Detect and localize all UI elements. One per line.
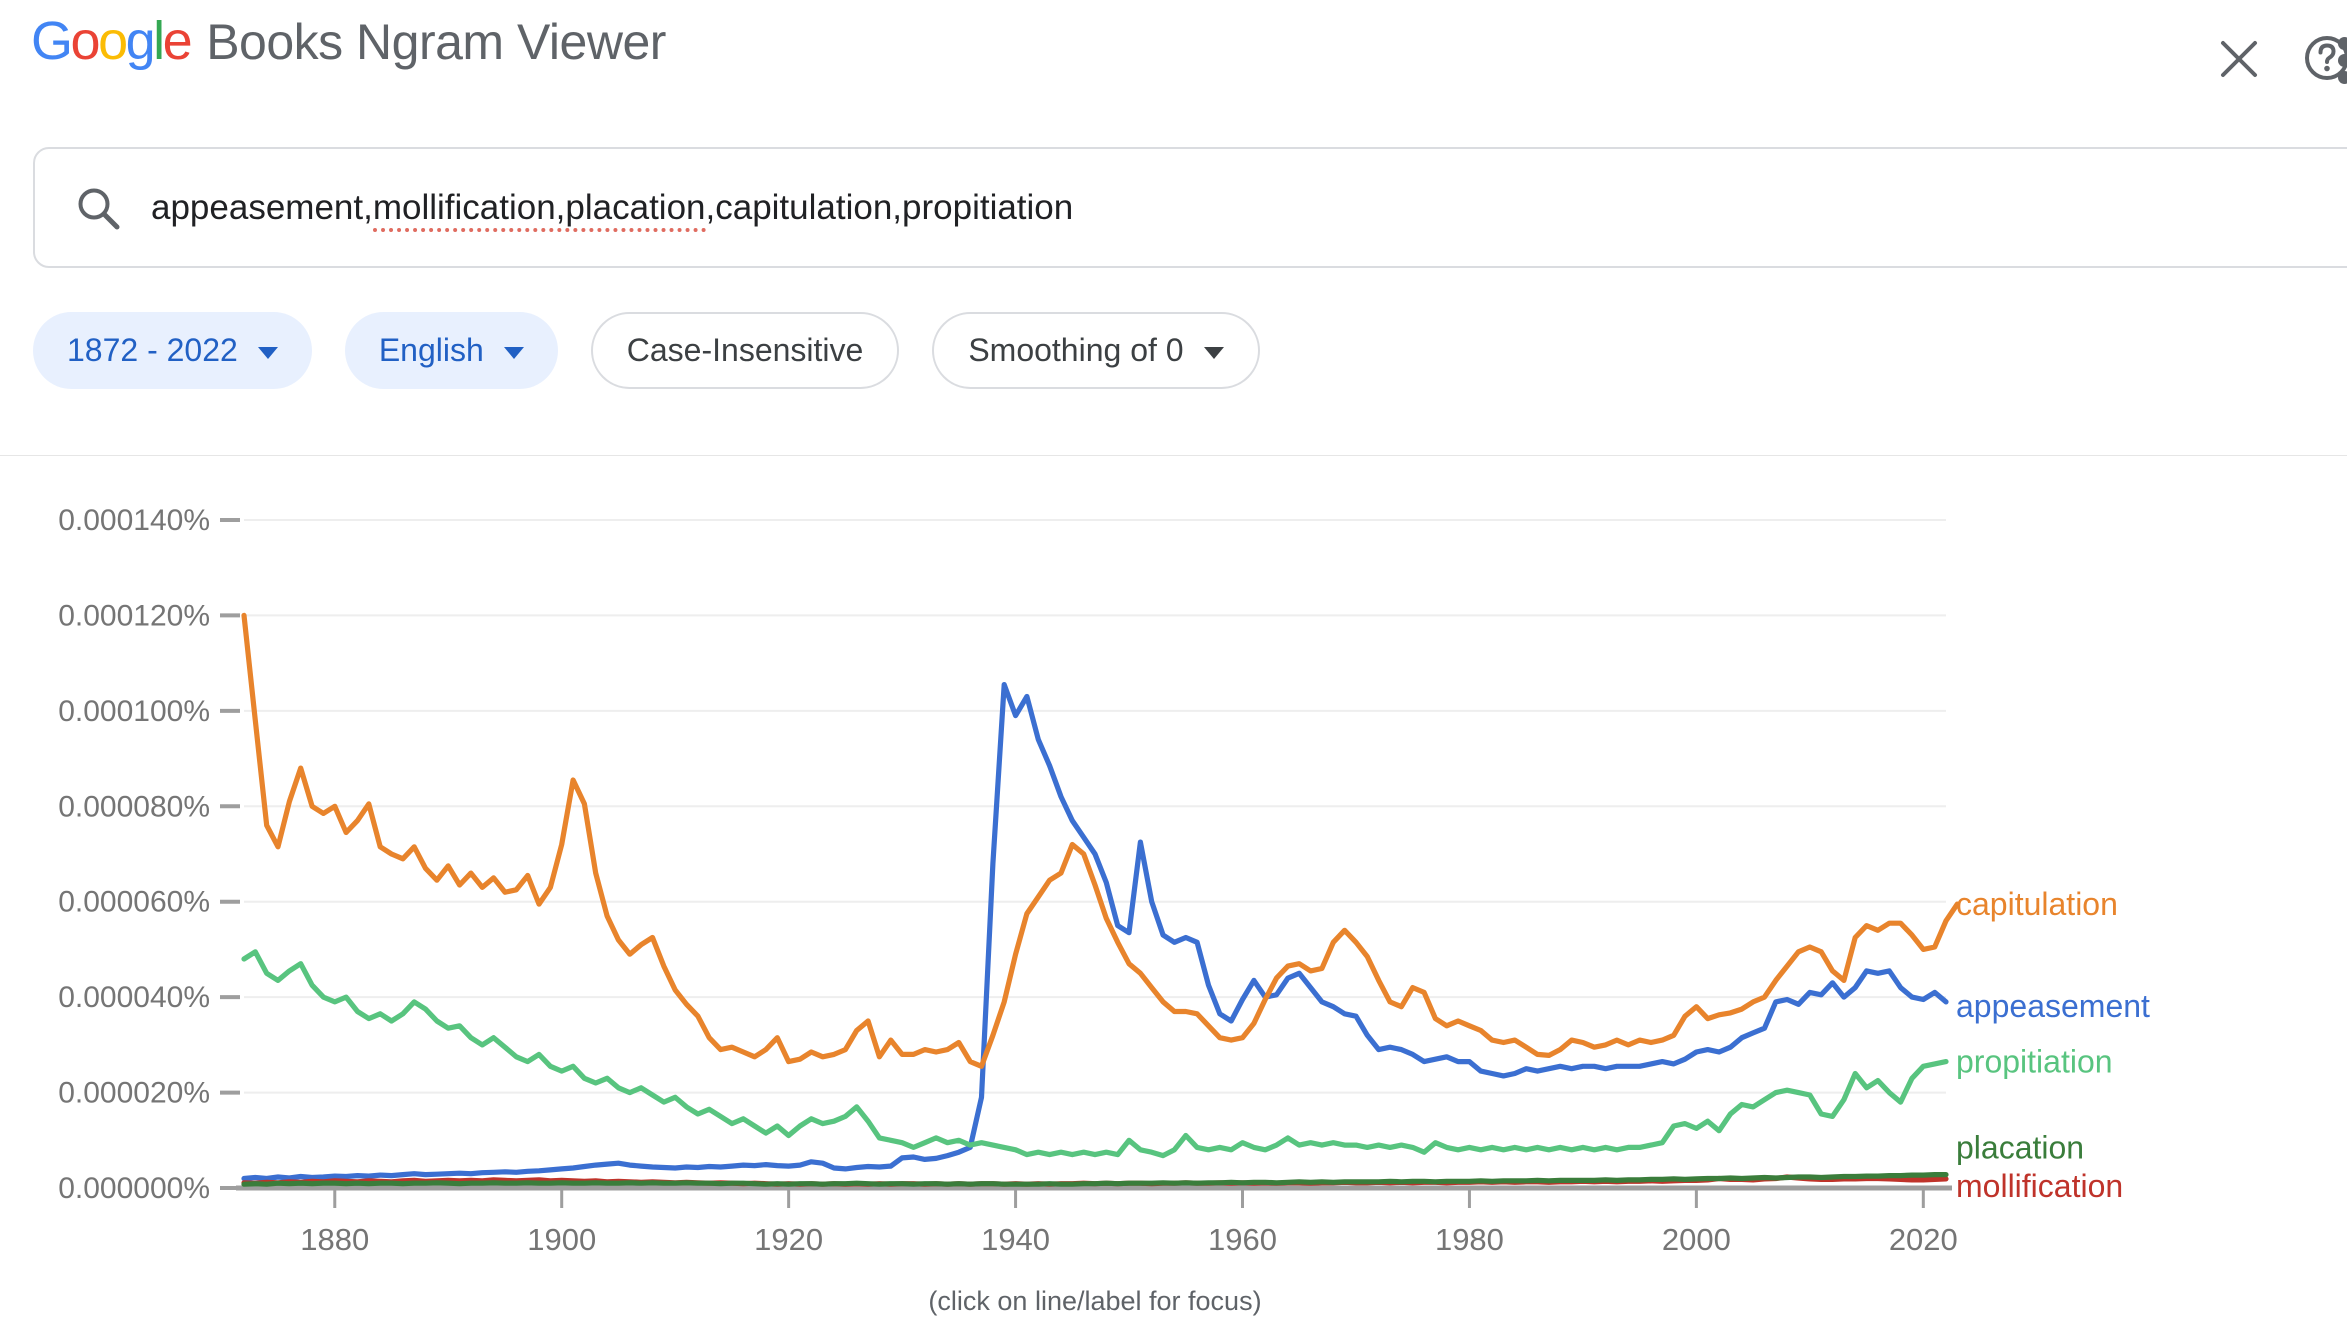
x-tick-label-1980: 1980: [1435, 1222, 1504, 1257]
y-tick-label: 0.000060%: [58, 886, 210, 919]
chevron-down-icon: [257, 346, 278, 359]
logo-letter: e: [162, 11, 193, 71]
series-line-appeasement[interactable]: [241, 682, 1949, 1182]
year-range-chip[interactable]: 1872 - 2022: [33, 312, 312, 389]
logo-letter: G: [31, 11, 73, 71]
chart-caption: (click on line/label for focus): [928, 1286, 1262, 1316]
series-label-capitulation[interactable]: capitulation: [1956, 886, 2118, 922]
chevron-down-icon: [1203, 346, 1224, 359]
query-text: appeasement,: [151, 187, 373, 227]
x-tick-label-2020: 2020: [1889, 1222, 1958, 1257]
year-range-label: 1872 - 2022: [67, 332, 238, 368]
x-tick-label-1940: 1940: [981, 1222, 1050, 1257]
x-tick-label-1880: 1880: [300, 1222, 369, 1257]
page-title: Books Ngram Viewer: [206, 14, 666, 70]
logo-letter: l: [153, 11, 165, 71]
query-text: ,capitulation,propitiation: [705, 187, 1074, 227]
search-icon: [78, 188, 120, 229]
series-label-mollification[interactable]: mollification: [1956, 1168, 2123, 1204]
filter-bar: 1872 - 2022 English Case-Insensitive Smo…: [33, 312, 1260, 389]
series-line-placation[interactable]: [241, 1172, 1949, 1187]
app-header: Google Books Ngram Viewer: [31, 10, 666, 90]
smoothing-label: Smoothing of 0: [968, 332, 1184, 368]
case-label: Case-Insensitive: [626, 332, 864, 368]
series-label-propitiation[interactable]: propitiation: [1956, 1044, 2113, 1080]
logo-letter: o: [70, 11, 101, 71]
corpus-chip[interactable]: English: [344, 312, 558, 389]
corpus-label: English: [378, 332, 484, 368]
chevron-down-icon: [503, 346, 524, 359]
y-tick-label: 0.000040%: [58, 981, 210, 1014]
series-line-propitiation[interactable]: [241, 949, 1949, 1159]
google-logo[interactable]: Google: [31, 10, 193, 72]
y-tick-label: 0.000020%: [58, 1077, 210, 1110]
logo-letter: g: [125, 11, 156, 71]
x-tick-label-1920: 1920: [754, 1222, 823, 1257]
help-icon[interactable]: [2303, 34, 2347, 82]
y-tick-label: 0.000140%: [58, 504, 210, 537]
search-bar: appeasement,mollification,placation,capi…: [33, 147, 2347, 268]
y-tick-label: 0.000080%: [58, 790, 210, 823]
logo-letter: o: [98, 11, 128, 71]
x-tick-label-2000: 2000: [1662, 1222, 1731, 1257]
case-chip[interactable]: Case-Insensitive: [590, 312, 900, 389]
x-tick-label-1900: 1900: [527, 1222, 596, 1257]
y-tick-label: 0.000120%: [58, 599, 210, 632]
query-text-misspelled: mollification,placation: [372, 187, 706, 232]
series-label-placation[interactable]: placation: [1956, 1130, 2084, 1166]
header-divider: [0, 455, 2347, 456]
y-tick-label: 0.000000%: [58, 1172, 210, 1205]
y-tick-label: 0.000100%: [58, 695, 210, 728]
search-input[interactable]: appeasement,mollification,placation,capi…: [151, 187, 1074, 232]
clear-search-icon[interactable]: [2216, 36, 2262, 82]
smoothing-chip[interactable]: Smoothing of 0: [932, 312, 1260, 389]
x-tick-label-1960: 1960: [1208, 1222, 1277, 1257]
series-label-appeasement[interactable]: appeasement: [1956, 988, 2150, 1024]
ngram-chart: 0.000000% 0.000020% 0.000040% 0.000060% 0.00…: [58, 504, 2150, 1257]
series-line-capitulation[interactable]: [241, 612, 1960, 1069]
